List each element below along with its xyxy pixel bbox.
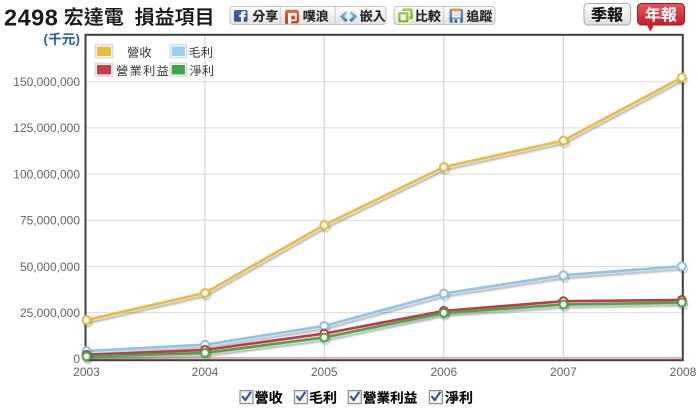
svg-text:125,000,000: 125,000,000	[13, 121, 80, 135]
svg-text:2007: 2007	[550, 365, 577, 379]
svg-text:2004: 2004	[192, 365, 219, 379]
svg-text:): )	[76, 32, 80, 47]
svg-text:75,000,000: 75,000,000	[20, 214, 80, 228]
svg-text:2006: 2006	[430, 365, 457, 379]
svg-text:50,000,000: 50,000,000	[20, 260, 80, 274]
svg-text:2003: 2003	[73, 365, 100, 379]
svg-text:2008: 2008	[670, 365, 697, 379]
svg-text:2498: 2498	[4, 5, 58, 31]
svg-text:(: (	[44, 32, 49, 47]
svg-text:150,000,000: 150,000,000	[13, 75, 80, 89]
svg-text:0: 0	[73, 352, 80, 366]
svg-text:100,000,000: 100,000,000	[13, 167, 80, 181]
svg-text:25,000,000: 25,000,000	[20, 306, 80, 320]
svg-text:2005: 2005	[311, 365, 338, 379]
